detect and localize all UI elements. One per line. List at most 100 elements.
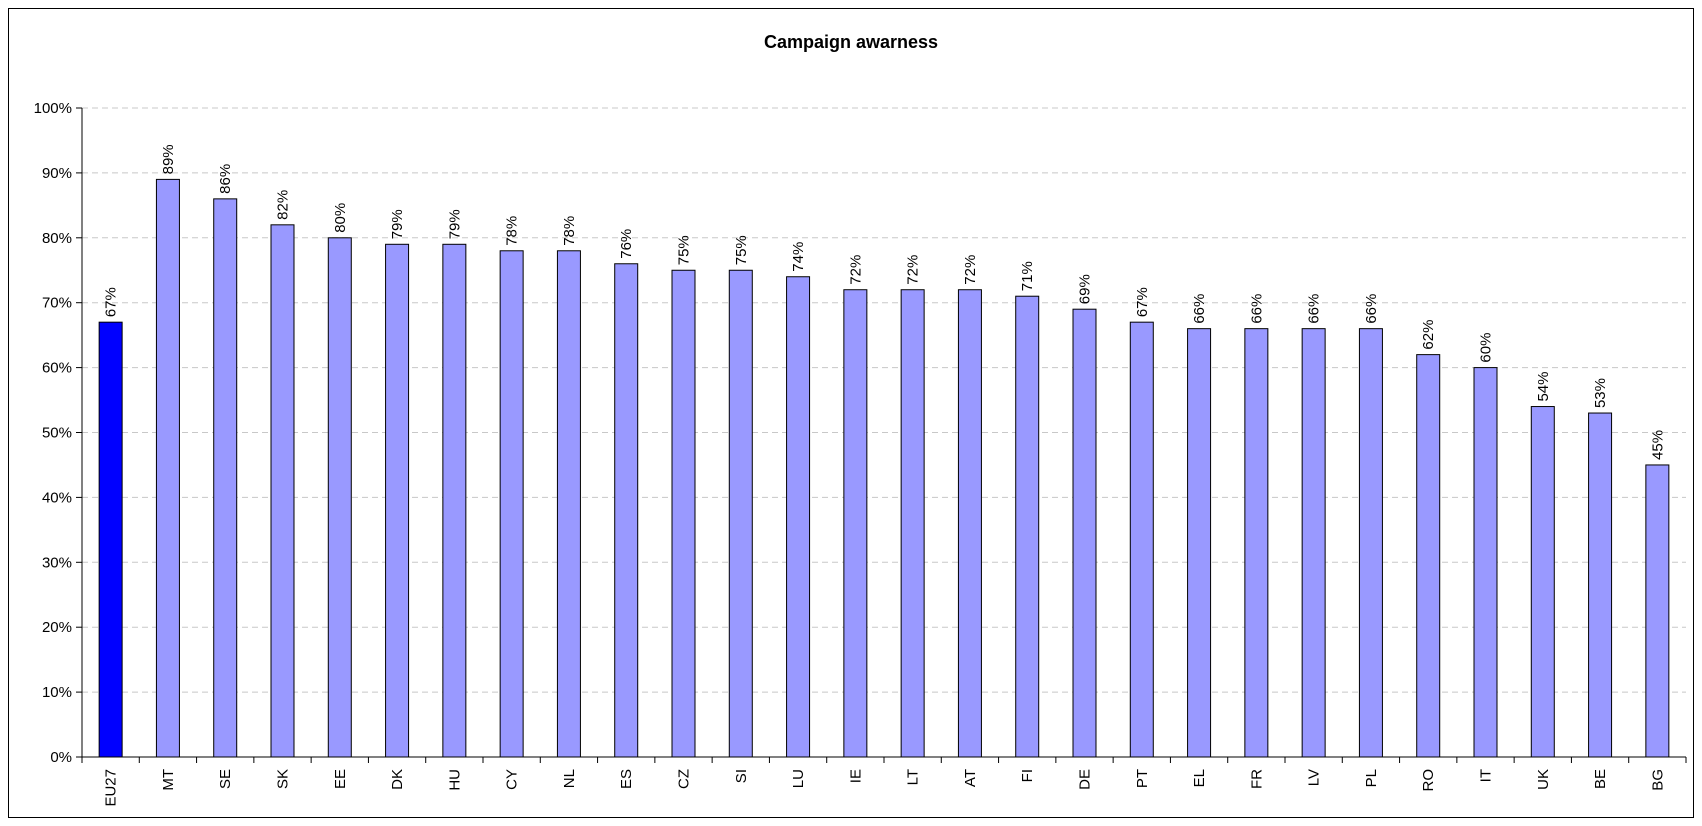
bar-it [1473, 367, 1498, 758]
data-label-lv: 66% [1306, 294, 1323, 324]
data-label-dk: 79% [389, 209, 406, 239]
bar-nl [556, 250, 581, 758]
bar-bg [1645, 464, 1670, 758]
bar-lv [1301, 328, 1326, 758]
data-label-at: 72% [962, 255, 979, 285]
data-label-si: 75% [733, 235, 750, 265]
bar-at [957, 289, 982, 758]
data-label-be: 53% [1592, 378, 1609, 408]
x-tick-label-nl: NL [561, 769, 578, 788]
bar-pl [1358, 328, 1383, 758]
y-tick-label: 20% [42, 619, 72, 636]
bar-se [213, 198, 238, 758]
y-tick-label: 100% [34, 100, 72, 117]
x-tick-label-de: DE [1077, 769, 1094, 790]
y-tick-label: 30% [42, 554, 72, 571]
y-tick-label: 90% [42, 165, 72, 182]
data-label-cz: 75% [676, 235, 693, 265]
data-label-nl: 78% [561, 216, 578, 246]
bar-eu27 [98, 321, 123, 758]
bar-es [614, 263, 639, 758]
y-tick-label: 60% [42, 360, 72, 377]
y-tick-label: 10% [42, 684, 72, 701]
x-tick-label-dk: DK [389, 769, 406, 790]
data-label-fi: 71% [1019, 261, 1036, 291]
bar-si [728, 269, 753, 758]
data-label-ee: 80% [332, 203, 349, 233]
data-label-it: 60% [1478, 333, 1495, 363]
data-label-es: 76% [618, 229, 635, 259]
axes: 0% 10% 20% 30% 40% 50% 60% 70% 80% 90% 100% [34, 100, 1687, 766]
x-tick-label-pl: PL [1363, 769, 1380, 787]
bar-uk [1530, 406, 1555, 758]
x-tick-label-ro: RO [1420, 769, 1437, 792]
chart-title: Campaign awarness [763, 32, 939, 52]
y-tick-label: 40% [42, 489, 72, 506]
x-tick-label-it: IT [1478, 769, 1495, 782]
data-label-eu27: 67% [103, 287, 120, 317]
x-tick-label-eu27: EU27 [103, 769, 120, 807]
x-tick-label-el: EL [1191, 769, 1208, 787]
x-tick-label-lt: LT [905, 769, 922, 785]
x-tick-label-sk: SK [275, 769, 292, 789]
x-tick-label-es: ES [618, 769, 635, 789]
x-tick-label-cy: CY [504, 769, 521, 790]
data-label-hu: 79% [446, 209, 463, 239]
x-tick-label-mt: MT [160, 769, 177, 791]
bar-mt [155, 178, 180, 758]
data-label-pt: 67% [1134, 287, 1151, 317]
x-tick-label-hu: HU [446, 769, 463, 791]
x-tick-label-ee: EE [332, 769, 349, 789]
bar-dk [385, 243, 410, 758]
labels: 67% EU27 89% MT 86% SE 82% SK 80% EE 79% DK 79% HU 78%… [103, 144, 1667, 806]
x-tick-label-uk: UK [1535, 769, 1552, 790]
data-label-el: 66% [1191, 294, 1208, 324]
bar-el [1187, 328, 1212, 758]
bar-de [1072, 308, 1097, 758]
x-tick-label-fi: FI [1019, 769, 1036, 782]
bar-ie [843, 289, 868, 758]
x-tick-label-ie: IE [847, 769, 864, 783]
y-tick-label: 70% [42, 295, 72, 312]
y-tick-label: 0% [50, 749, 72, 766]
data-label-bg: 45% [1649, 430, 1666, 460]
data-label-lt: 72% [905, 255, 922, 285]
bars [98, 178, 1670, 758]
data-label-se: 86% [217, 164, 234, 194]
bar-ee [327, 237, 352, 758]
data-label-sk: 82% [275, 190, 292, 220]
x-tick-label-cz: CZ [676, 769, 693, 789]
bar-lu [786, 276, 811, 758]
x-tick-label-bg: BG [1649, 769, 1666, 791]
x-tick-label-be: BE [1592, 769, 1609, 789]
data-label-pl: 66% [1363, 294, 1380, 324]
data-label-cy: 78% [504, 216, 521, 246]
x-tick-label-pt: PT [1134, 769, 1151, 788]
bar-cy [499, 250, 524, 758]
grid-lines [82, 107, 1686, 693]
bar-ro [1416, 354, 1441, 758]
bar-sk [270, 224, 295, 758]
data-label-ro: 62% [1420, 320, 1437, 350]
x-tick-label-lu: LU [790, 769, 807, 788]
data-label-uk: 54% [1535, 372, 1552, 402]
bar-fi [1015, 295, 1040, 758]
data-label-de: 69% [1077, 274, 1094, 304]
bar-pt [1129, 321, 1154, 758]
bar-cz [671, 269, 696, 758]
bar-hu [442, 243, 467, 758]
data-label-lu: 74% [790, 242, 807, 272]
y-tick-label: 80% [42, 230, 72, 247]
x-tick-label-at: AT [962, 769, 979, 787]
bar-be [1588, 412, 1613, 758]
bar-lt [900, 289, 925, 758]
x-tick-label-se: SE [217, 769, 234, 789]
x-tick-label-si: SI [733, 769, 750, 783]
x-tick-label-fr: FR [1248, 769, 1265, 789]
x-tick-label-lv: LV [1306, 769, 1323, 786]
y-tick-label: 50% [42, 425, 72, 442]
data-label-fr: 66% [1248, 294, 1265, 324]
data-label-ie: 72% [847, 255, 864, 285]
data-label-mt: 89% [160, 144, 177, 174]
